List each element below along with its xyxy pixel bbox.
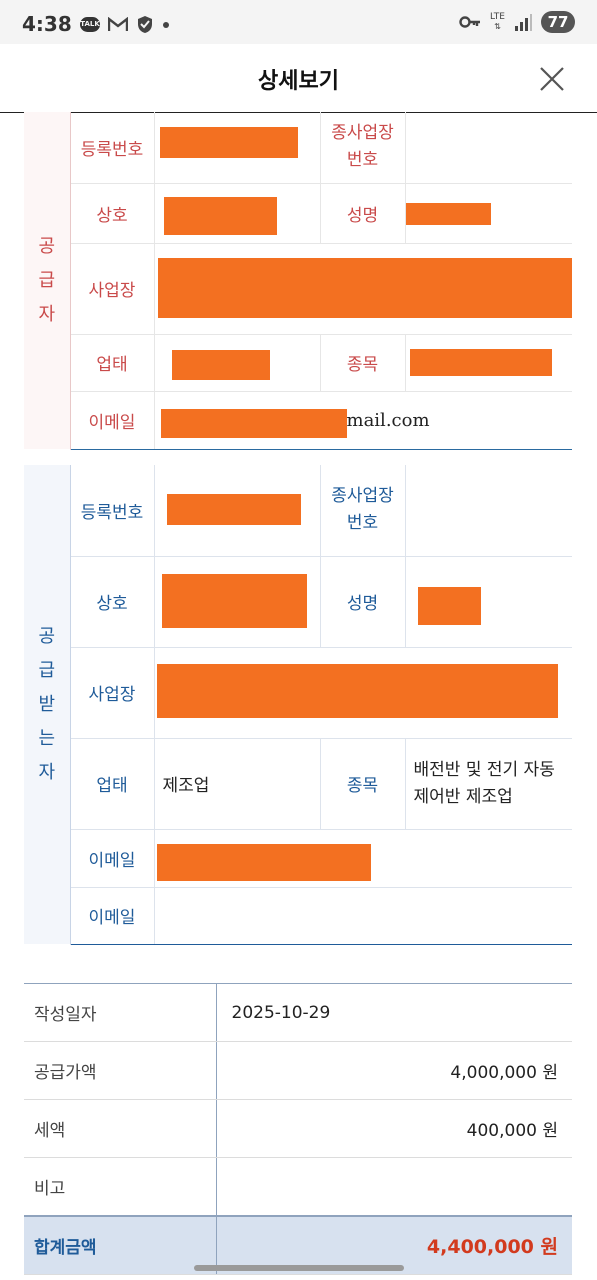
label-line: 번호 xyxy=(346,150,379,171)
buyer-address-label: 사업장 xyxy=(70,647,155,739)
close-icon[interactable] xyxy=(539,66,565,92)
side-char: 급 xyxy=(38,659,56,681)
tax-value: 400,000 원 xyxy=(216,1099,572,1158)
biz-item-line: 제어반 제조업 xyxy=(413,786,513,807)
redaction-box xyxy=(162,574,307,628)
page-title: 상세보기 xyxy=(258,69,339,94)
supply-amount-label: 공급가액 xyxy=(24,1041,217,1100)
redaction-box xyxy=(160,127,298,158)
redaction-box xyxy=(157,664,558,718)
signal-icon xyxy=(515,13,532,31)
redaction-box xyxy=(164,197,277,235)
redaction-box xyxy=(167,494,301,525)
redaction-box xyxy=(158,258,572,318)
gmail-icon xyxy=(108,17,128,31)
supplier-reg-no-label: 등록번호 xyxy=(70,112,155,184)
date-value: 2025-10-29 xyxy=(216,983,572,1042)
memo-label: 비고 xyxy=(24,1157,217,1217)
supplier-biz-type-label: 업태 xyxy=(70,334,155,392)
buyer-name-label: 성명 xyxy=(320,556,406,648)
buyer-email2-label: 이메일 xyxy=(70,887,155,945)
buyer-biz-type-label: 업태 xyxy=(70,738,155,830)
redaction-box xyxy=(157,844,371,881)
talk-icon: TALK xyxy=(80,17,100,32)
label-line: 종사업장 xyxy=(331,486,394,507)
side-char: 공 xyxy=(38,625,56,647)
redaction-box xyxy=(172,350,270,380)
buyer-company-label: 상호 xyxy=(70,556,155,648)
total-amount-value: 4,400,000 원 xyxy=(216,1215,572,1275)
redaction-box xyxy=(161,409,347,438)
shield-icon xyxy=(138,16,152,33)
buyer-biz-type-value: 제조업 xyxy=(154,738,321,830)
redaction-box xyxy=(418,587,481,625)
supplier-name-label: 성명 xyxy=(320,183,406,244)
supplier-address-label: 사업장 xyxy=(70,243,155,335)
buyer-biz-item-label: 종목 xyxy=(320,738,406,830)
supplier-company-label: 상호 xyxy=(70,183,155,244)
side-char: 급 xyxy=(38,269,56,291)
side-char: 자 xyxy=(38,761,56,783)
battery-icon: 77 xyxy=(541,11,575,33)
memo-value xyxy=(216,1157,572,1217)
summary-table: 작성일자 2025-10-29 공급가액 4,000,000 원 세액 400,… xyxy=(24,983,572,1275)
status-time: 4:38 xyxy=(22,12,72,36)
side-char: 받 xyxy=(38,693,56,715)
supply-amount-value: 4,000,000 원 xyxy=(216,1041,572,1100)
buyer-sub-no-value xyxy=(405,465,572,557)
vpn-key-icon xyxy=(459,16,481,28)
page-header: 상세보기 xyxy=(0,44,597,113)
home-indicator[interactable] xyxy=(194,1265,404,1271)
supplier-biz-item-label: 종목 xyxy=(320,334,406,392)
buyer-email1-label: 이메일 xyxy=(70,829,155,888)
supplier-email-text: mail.com xyxy=(346,409,430,431)
buyer-email2-value xyxy=(154,887,572,945)
redaction-box xyxy=(410,349,552,376)
side-char: 자 xyxy=(38,303,56,325)
label-line: 번호 xyxy=(346,513,379,534)
tax-label: 세액 xyxy=(24,1099,217,1158)
label-line: 종사업장 xyxy=(331,123,394,144)
status-bar: 4:38 TALK LTE ⇅ 77 xyxy=(0,0,597,44)
supplier-email-label: 이메일 xyxy=(70,391,155,450)
supplier-sub-no-value xyxy=(405,112,572,184)
side-char: 공 xyxy=(38,235,56,257)
date-label: 작성일자 xyxy=(24,983,217,1042)
biz-item-line: 배전반 및 전기 자동 xyxy=(413,759,555,780)
network-label: LTE xyxy=(490,11,505,22)
side-char: 는 xyxy=(38,727,56,749)
redaction-box xyxy=(406,203,491,225)
buyer-reg-no-label: 등록번호 xyxy=(70,465,155,557)
total-amount-label: 합계금액 xyxy=(24,1215,217,1275)
dot-icon xyxy=(163,21,169,28)
lte-icon: LTE ⇅ xyxy=(490,11,505,31)
